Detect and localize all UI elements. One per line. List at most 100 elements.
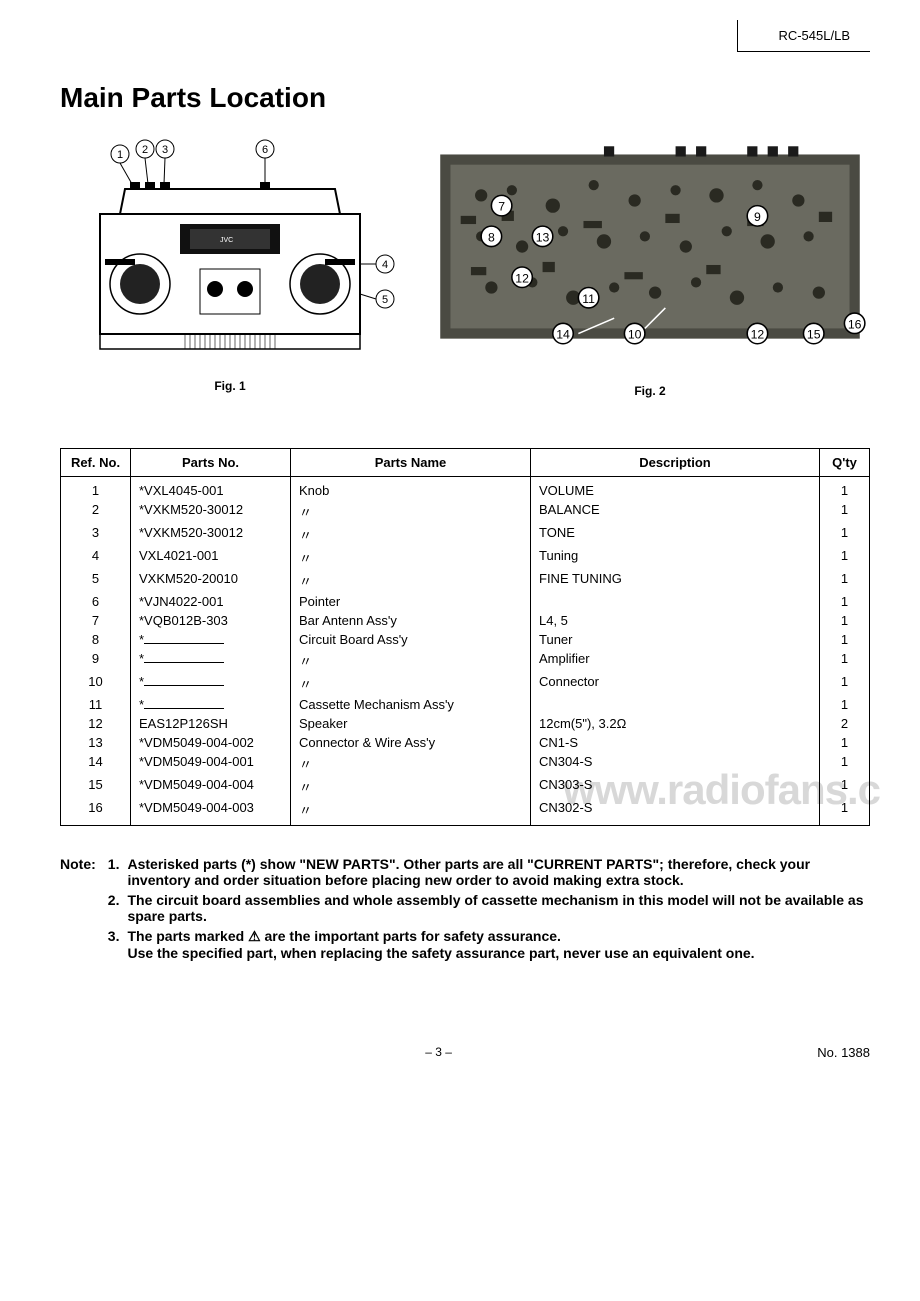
note-number: 2. — [108, 892, 120, 924]
cell-desc — [531, 592, 820, 611]
cell-desc: Tuner — [531, 630, 820, 649]
note-text: The parts marked ⚠ are the important par… — [127, 928, 754, 961]
cell-qty: 1 — [820, 477, 870, 501]
cell-parts: * — [131, 630, 291, 649]
cell-name: Knob — [291, 477, 531, 501]
svg-text:11: 11 — [582, 292, 595, 306]
cell-qty: 2 — [820, 714, 870, 733]
svg-text:10: 10 — [628, 328, 642, 342]
cell-parts: *VDM5049-004-004 — [131, 775, 291, 798]
model-label: RC-545L/LB — [778, 28, 850, 43]
figure-1: JVC — [60, 134, 400, 398]
cell-desc: 12cm(5"), 3.2Ω — [531, 714, 820, 733]
table-row: 12EAS12P126SHSpeaker12cm(5"), 3.2Ω2 — [61, 714, 870, 733]
cell-desc: Amplifier — [531, 649, 820, 672]
cell-desc: Tuning — [531, 546, 820, 569]
svg-text:12: 12 — [751, 328, 765, 342]
cell-qty: 1 — [820, 592, 870, 611]
cell-qty: 1 — [820, 775, 870, 798]
cell-desc: FINE TUNING — [531, 569, 820, 592]
doc-number: No. 1388 — [817, 1045, 870, 1060]
cell-parts: VXKM520-20010 — [131, 569, 291, 592]
note-number: 1. — [108, 856, 120, 888]
cell-desc: TONE — [531, 523, 820, 546]
fig2-caption: Fig. 2 — [430, 384, 870, 398]
parts-table: Ref. No. Parts No. Parts Name Descriptio… — [60, 448, 870, 826]
model-header: RC-545L/LB — [737, 20, 870, 52]
cell-qty: 1 — [820, 649, 870, 672]
fig1-svg: JVC — [60, 134, 400, 364]
cell-name: 〃 — [291, 798, 531, 826]
cell-desc: CN304-S — [531, 752, 820, 775]
cell-qty: 1 — [820, 672, 870, 695]
th-desc: Description — [531, 449, 820, 477]
cell-desc: BALANCE — [531, 500, 820, 523]
cell-desc: CN303-S — [531, 775, 820, 798]
svg-text:6: 6 — [262, 144, 268, 156]
table-wrap: www.radiofans.c Ref. No. Parts No. Parts… — [60, 448, 870, 826]
cell-name: 〃 — [291, 546, 531, 569]
notes-label: Note: — [60, 856, 96, 965]
th-qty: Q'ty — [820, 449, 870, 477]
cell-ref: 14 — [61, 752, 131, 775]
cell-parts: * — [131, 695, 291, 714]
footer: – 3 – No. 1388 — [60, 1045, 870, 1060]
table-row: 8*Circuit Board Ass'yTuner1 — [61, 630, 870, 649]
table-row: 7*VQB012B-303Bar Antenn Ass'yL4, 51 — [61, 611, 870, 630]
note-text: The circuit board assemblies and whole a… — [127, 892, 870, 924]
cell-qty: 1 — [820, 611, 870, 630]
cell-qty: 1 — [820, 630, 870, 649]
cell-name: 〃 — [291, 752, 531, 775]
cell-name: Bar Antenn Ass'y — [291, 611, 531, 630]
table-row: 15*VDM5049-004-004〃CN303-S1 — [61, 775, 870, 798]
cell-parts: *VJN4022-001 — [131, 592, 291, 611]
cell-name: Pointer — [291, 592, 531, 611]
cell-qty: 1 — [820, 500, 870, 523]
table-row: 3*VXKM520-30012〃TONE1 — [61, 523, 870, 546]
cell-qty: 1 — [820, 569, 870, 592]
page-number: – 3 – — [60, 1045, 817, 1060]
table-row: 13*VDM5049-004-002Connector & Wire Ass'y… — [61, 733, 870, 752]
cell-ref: 13 — [61, 733, 131, 752]
cell-desc: CN1-S — [531, 733, 820, 752]
svg-text:JVC: JVC — [220, 237, 233, 244]
cell-ref: 12 — [61, 714, 131, 733]
cell-parts: *VXKM520-30012 — [131, 523, 291, 546]
cell-ref: 7 — [61, 611, 131, 630]
table-row: 2*VXKM520-30012〃BALANCE1 — [61, 500, 870, 523]
cell-ref: 11 — [61, 695, 131, 714]
note-item: 3.The parts marked ⚠ are the important p… — [108, 928, 870, 961]
cell-name: 〃 — [291, 649, 531, 672]
svg-text:2: 2 — [142, 144, 148, 156]
cell-name: Circuit Board Ass'y — [291, 630, 531, 649]
cell-parts: * — [131, 672, 291, 695]
notes-list: 1.Asterisked parts (*) show "NEW PARTS".… — [108, 856, 870, 965]
cell-qty: 1 — [820, 546, 870, 569]
cell-ref: 9 — [61, 649, 131, 672]
figures-row: JVC — [60, 134, 870, 398]
cell-name: 〃 — [291, 523, 531, 546]
table-row: 1*VXL4045-001KnobVOLUME1 — [61, 477, 870, 501]
table-row: 11*Cassette Mechanism Ass'y1 — [61, 695, 870, 714]
cell-name: 〃 — [291, 775, 531, 798]
th-name: Parts Name — [291, 449, 531, 477]
cell-parts: *VDM5049-004-002 — [131, 733, 291, 752]
cell-qty: 1 — [820, 733, 870, 752]
cell-ref: 10 — [61, 672, 131, 695]
cell-desc: Connector — [531, 672, 820, 695]
fig1-caption: Fig. 1 — [60, 379, 400, 393]
table-row: 16*VDM5049-004-003〃CN302-S1 — [61, 798, 870, 826]
cell-qty: 1 — [820, 752, 870, 775]
cell-ref: 6 — [61, 592, 131, 611]
cell-name: 〃 — [291, 672, 531, 695]
svg-text:16: 16 — [848, 317, 862, 331]
note-text: Asterisked parts (*) show "NEW PARTS". O… — [127, 856, 870, 888]
th-ref: Ref. No. — [61, 449, 131, 477]
notes-section: Note: 1.Asterisked parts (*) show "NEW P… — [60, 856, 870, 965]
cell-name: Cassette Mechanism Ass'y — [291, 695, 531, 714]
fig2-svg: 7 8 13 12 11 14 10 9 12 15 16 — [430, 134, 870, 369]
cell-parts: *VXL4045-001 — [131, 477, 291, 501]
table-row: 5VXKM520-20010〃FINE TUNING1 — [61, 569, 870, 592]
cell-ref: 1 — [61, 477, 131, 501]
cell-parts: *VQB012B-303 — [131, 611, 291, 630]
